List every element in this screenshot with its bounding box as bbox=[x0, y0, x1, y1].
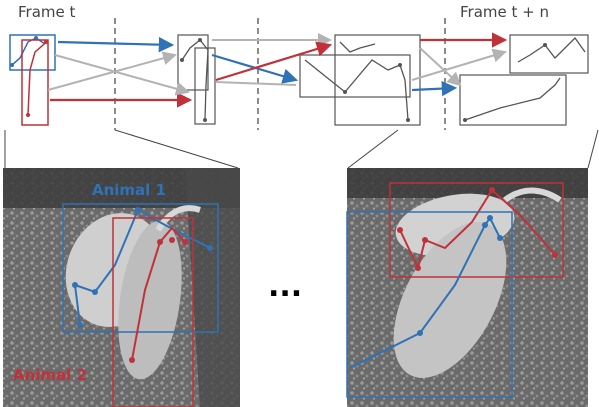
animal2-bbox-right bbox=[389, 182, 564, 278]
ellipsis: ... bbox=[268, 269, 302, 304]
frame-t-photo: Animal 1 Animal 2 bbox=[3, 168, 240, 407]
animal2-body bbox=[118, 220, 182, 380]
frame-1-detections bbox=[9, 34, 56, 126]
arrow-gray-3b bbox=[411, 48, 507, 81]
animal1-bbox-right bbox=[346, 211, 513, 398]
frame-3-detections bbox=[299, 34, 421, 126]
arrow-gray-2b bbox=[215, 81, 297, 86]
arrow-blue-1 bbox=[57, 36, 175, 53]
frame-4-detections bbox=[459, 34, 589, 126]
animal1-box bbox=[9, 34, 56, 71]
frame-2-detections bbox=[177, 34, 216, 125]
frame-t-n-photo bbox=[346, 168, 588, 407]
animal1-bbox bbox=[62, 203, 219, 333]
frame-t-label: Frame t bbox=[18, 3, 76, 21]
arrow-red-2 bbox=[215, 41, 333, 82]
timeline: Frame t Frame t + n bbox=[9, 3, 589, 130]
frame-t-n-label: Frame t + n bbox=[460, 3, 549, 21]
animal2-label: Animal 2 bbox=[13, 366, 87, 384]
arrow-gray-1a bbox=[54, 54, 190, 96]
animal2-bbox bbox=[112, 217, 194, 407]
arrow-gray-1b bbox=[47, 51, 177, 91]
arrow-blue-3 bbox=[411, 80, 458, 97]
animal2-box bbox=[21, 39, 49, 126]
animal1-label: Animal 1 bbox=[92, 181, 166, 199]
animal1-body-right bbox=[393, 222, 507, 378]
zoom-connectors bbox=[4, 129, 599, 169]
arrow-gray-3a bbox=[419, 47, 462, 87]
